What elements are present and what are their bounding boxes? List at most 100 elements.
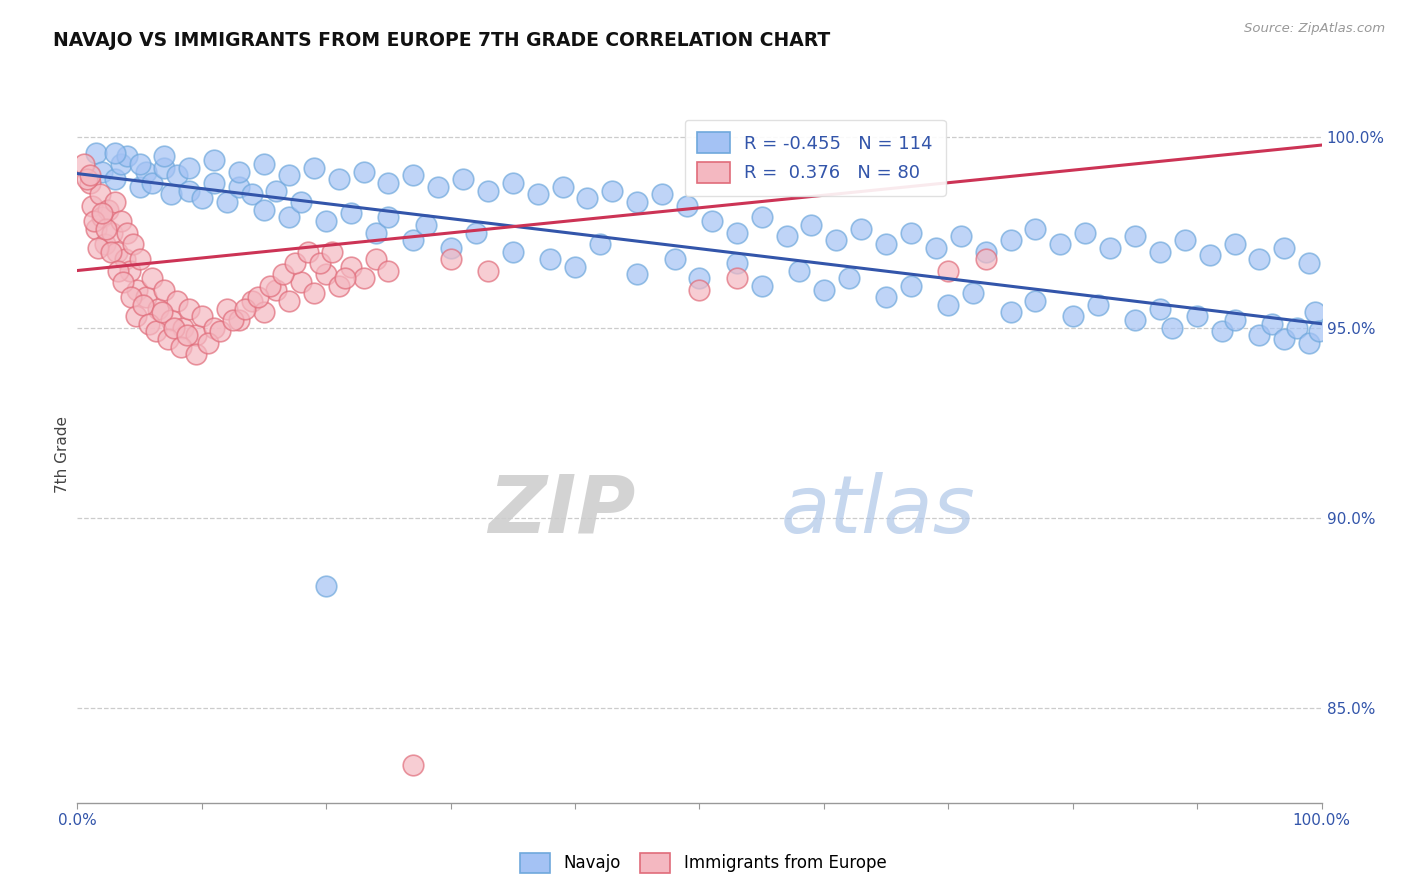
Point bbox=[353, 164, 375, 178]
Point bbox=[105, 244, 128, 259]
Point bbox=[172, 320, 194, 334]
Point bbox=[76, 172, 98, 186]
Point bbox=[228, 164, 250, 178]
Point bbox=[377, 176, 399, 190]
Point bbox=[602, 184, 624, 198]
Point bbox=[159, 313, 181, 327]
Point bbox=[377, 263, 399, 277]
Point bbox=[440, 252, 463, 266]
Point bbox=[166, 169, 188, 183]
Point bbox=[145, 324, 167, 338]
Point bbox=[246, 290, 269, 304]
Point bbox=[353, 271, 375, 285]
Point bbox=[150, 305, 173, 319]
Point bbox=[1261, 317, 1284, 331]
Point bbox=[91, 211, 114, 225]
Point bbox=[135, 164, 157, 178]
Point bbox=[813, 283, 835, 297]
Point bbox=[962, 286, 984, 301]
Point bbox=[1298, 335, 1320, 350]
Point bbox=[689, 283, 711, 297]
Point bbox=[202, 176, 225, 190]
Point bbox=[83, 214, 105, 228]
Point bbox=[141, 176, 163, 190]
Point bbox=[825, 233, 848, 247]
Point bbox=[1223, 313, 1246, 327]
Point bbox=[176, 328, 198, 343]
Point bbox=[451, 172, 474, 186]
Point bbox=[302, 161, 325, 175]
Point bbox=[228, 180, 250, 194]
Point bbox=[589, 236, 612, 251]
Point bbox=[266, 184, 288, 198]
Point bbox=[84, 221, 107, 235]
Point bbox=[651, 187, 673, 202]
Point bbox=[402, 233, 425, 247]
Point bbox=[202, 153, 225, 168]
Point bbox=[315, 214, 337, 228]
Point bbox=[315, 268, 337, 282]
Point bbox=[135, 290, 157, 304]
Point bbox=[157, 332, 180, 346]
Point bbox=[1087, 298, 1109, 312]
Point bbox=[1272, 332, 1295, 346]
Point bbox=[1285, 320, 1308, 334]
Point bbox=[89, 187, 111, 202]
Point bbox=[1249, 328, 1271, 343]
Point bbox=[110, 214, 132, 228]
Point bbox=[502, 176, 524, 190]
Point bbox=[1308, 324, 1330, 338]
Point bbox=[564, 260, 586, 274]
Point bbox=[364, 226, 387, 240]
Point bbox=[184, 328, 207, 343]
Point bbox=[1298, 256, 1320, 270]
Point bbox=[1305, 305, 1327, 319]
Point bbox=[626, 195, 648, 210]
Point bbox=[240, 187, 263, 202]
Point bbox=[377, 211, 399, 225]
Point bbox=[689, 271, 711, 285]
Point bbox=[128, 157, 150, 171]
Point bbox=[875, 236, 897, 251]
Point bbox=[104, 145, 127, 160]
Point bbox=[118, 263, 141, 277]
Point bbox=[271, 268, 294, 282]
Point bbox=[1272, 241, 1295, 255]
Point bbox=[1123, 229, 1146, 244]
Point bbox=[309, 256, 332, 270]
Point bbox=[228, 313, 250, 327]
Point bbox=[700, 214, 723, 228]
Text: ZIP: ZIP bbox=[488, 472, 636, 549]
Point bbox=[277, 169, 299, 183]
Point bbox=[725, 271, 748, 285]
Point bbox=[290, 195, 312, 210]
Point bbox=[751, 211, 773, 225]
Point bbox=[191, 309, 214, 323]
Point bbox=[974, 244, 997, 259]
Point bbox=[166, 293, 188, 308]
Point bbox=[215, 301, 238, 316]
Legend: R = -0.455   N = 114, R =  0.376   N = 80: R = -0.455 N = 114, R = 0.376 N = 80 bbox=[685, 120, 946, 195]
Text: Source: ZipAtlas.com: Source: ZipAtlas.com bbox=[1244, 22, 1385, 36]
Point bbox=[91, 206, 114, 220]
Point bbox=[153, 161, 176, 175]
Point bbox=[464, 226, 486, 240]
Point bbox=[82, 199, 104, 213]
Point bbox=[233, 301, 256, 316]
Text: NAVAJO VS IMMIGRANTS FROM EUROPE 7TH GRADE CORRELATION CHART: NAVAJO VS IMMIGRANTS FROM EUROPE 7TH GRA… bbox=[53, 31, 831, 50]
Point bbox=[402, 169, 425, 183]
Point bbox=[787, 263, 810, 277]
Point bbox=[100, 244, 122, 259]
Point bbox=[800, 218, 823, 232]
Point bbox=[751, 278, 773, 293]
Point bbox=[87, 241, 110, 255]
Point bbox=[215, 195, 238, 210]
Point bbox=[93, 236, 115, 251]
Point bbox=[676, 199, 699, 213]
Point bbox=[202, 320, 225, 334]
Point bbox=[148, 301, 170, 316]
Point bbox=[1174, 233, 1197, 247]
Point bbox=[159, 187, 181, 202]
Point bbox=[179, 301, 201, 316]
Point bbox=[94, 221, 117, 235]
